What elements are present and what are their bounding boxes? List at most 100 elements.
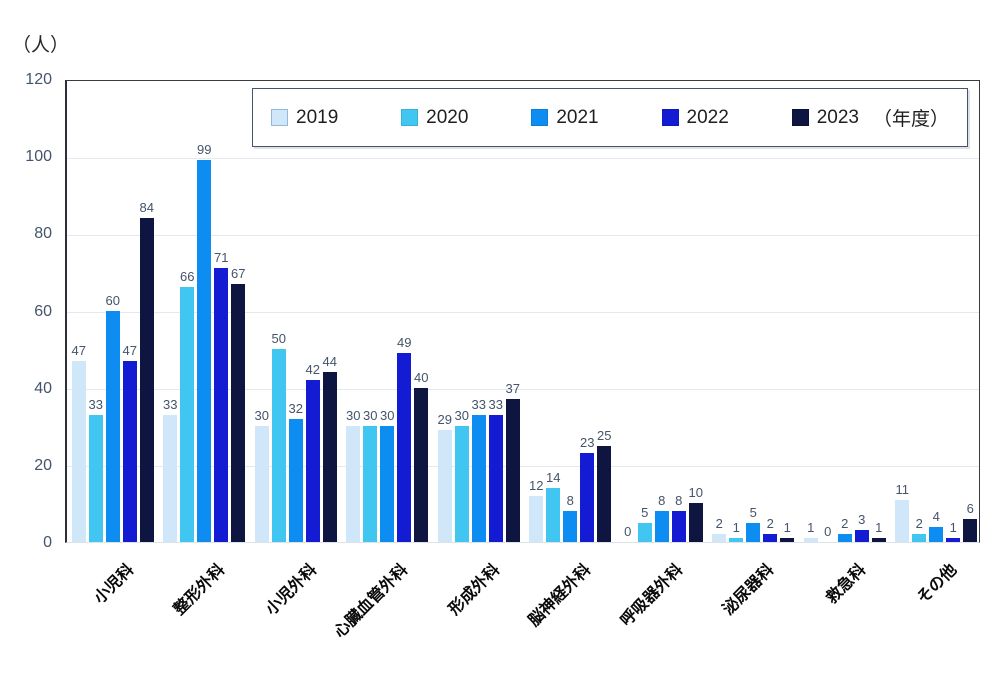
bar-2019-泌尿器科 — [712, 534, 727, 542]
data-label: 14 — [546, 469, 561, 485]
y-axis-ticks: 0 20 40 60 80 100 120 — [0, 71, 56, 551]
bar-2021-脳神経外科 — [563, 511, 578, 542]
bar-2022-小児外科 — [305, 379, 320, 542]
data-label: 25 — [597, 427, 612, 443]
bar-2023-その他 — [963, 518, 978, 542]
data-label: 6 — [966, 500, 974, 516]
bar-2023-呼吸器外科 — [688, 503, 703, 542]
bar-2022-小児科 — [122, 360, 137, 542]
bar-2023-形成外科 — [505, 399, 520, 542]
x-category-label: 形成外科 — [445, 561, 504, 619]
x-category-label: 心臓血管外科 — [331, 561, 412, 642]
legend-item-2021: 2021 — [531, 107, 599, 129]
bar-2021-小児外科 — [288, 418, 303, 542]
bar-2023-泌尿器科 — [780, 538, 795, 542]
legend-swatch-2022 — [661, 109, 679, 126]
data-label: 8 — [658, 493, 666, 509]
bar-2023-整形外科 — [231, 283, 246, 542]
legend-swatch-2020 — [401, 109, 419, 126]
data-label: 37 — [505, 381, 520, 397]
x-category-label: 泌尿器科 — [720, 561, 778, 619]
bar-2020-小児外科 — [271, 349, 286, 542]
data-label: 66 — [180, 269, 195, 285]
bar-2021-呼吸器外科 — [654, 511, 669, 542]
y-tick-label: 0 — [43, 534, 52, 551]
data-label: 42 — [305, 361, 320, 377]
data-label: 47 — [71, 342, 86, 358]
data-label: 50 — [271, 331, 286, 347]
legend-item-2020: 2020 — [401, 107, 468, 129]
data-label: 1 — [783, 520, 791, 536]
x-category-label: 小児外科 — [262, 561, 321, 619]
data-label: 33 — [471, 396, 486, 412]
bar-2019-小児科 — [71, 360, 86, 542]
data-label: 5 — [749, 504, 757, 520]
data-label: 30 — [380, 408, 395, 424]
bar-2019-脳神経外科 — [529, 495, 544, 542]
bar-2019-形成外科 — [437, 430, 452, 542]
data-label: 8 — [675, 493, 683, 509]
bar-2019-その他 — [895, 499, 910, 542]
legend-swatch-2021 — [531, 109, 549, 126]
gridline — [67, 312, 979, 313]
data-label: 12 — [529, 477, 544, 493]
y-axis-unit-label: （人） — [12, 35, 70, 56]
bar-2020-呼吸器外科 — [637, 522, 652, 542]
bar-2019-救急科 — [803, 538, 818, 542]
legend-swatch-2023 — [791, 109, 809, 126]
y-tick-label: 60 — [34, 302, 52, 320]
bar-2022-泌尿器科 — [763, 534, 778, 542]
legend-unit-suffix: （年度） — [872, 109, 949, 130]
data-label: 84 — [139, 199, 154, 215]
bar-2023-小児科 — [139, 217, 154, 542]
data-label: 49 — [397, 334, 412, 350]
bar-2022-呼吸器外科 — [671, 511, 686, 542]
data-label: 30 — [363, 408, 378, 424]
gridline — [67, 157, 979, 159]
legend-label-2023: 2023 — [816, 106, 859, 128]
x-axis-category-labels: 小児科 整形外科 小児外科 心臓血管外科 形成外科 脳神経外科 呼吸器外科 泌尿器科 救急科 その… — [65, 545, 980, 685]
data-label: 29 — [437, 412, 452, 428]
bar-2023-小児外科 — [322, 372, 337, 542]
y-tick-label: 100 — [25, 148, 52, 166]
bar-2019-小児外科 — [254, 426, 269, 542]
x-category-label: 救急科 — [823, 561, 870, 608]
data-label: 44 — [322, 354, 337, 370]
data-label: 30 — [254, 408, 269, 424]
data-label: 47 — [122, 342, 137, 358]
data-label: 0 — [624, 524, 632, 539]
x-category-label: その他 — [914, 561, 961, 608]
gridline — [67, 234, 979, 236]
data-label: 23 — [580, 435, 595, 451]
data-label: 1 — [732, 520, 740, 536]
data-label: 1 — [875, 520, 883, 536]
data-label: 4 — [932, 508, 940, 524]
bar-2021-泌尿器科 — [746, 522, 761, 542]
x-category-label: 小児科 — [91, 561, 138, 608]
legend-label-2022: 2022 — [686, 106, 729, 128]
data-label: 33 — [163, 396, 178, 412]
x-category-label: 呼吸器外科 — [617, 561, 687, 630]
x-category-label: 整形外科 — [171, 561, 229, 619]
y-tick-label: 80 — [34, 225, 52, 243]
bar-2020-形成外科 — [454, 426, 469, 542]
bar-2022-形成外科 — [488, 414, 503, 542]
data-label: 3 — [858, 512, 866, 528]
bar-2022-救急科 — [854, 530, 869, 542]
y-tick-label: 120 — [25, 71, 52, 88]
bar-2020-整形外科 — [180, 287, 195, 542]
legend-label-2019: 2019 — [296, 106, 339, 128]
bar-2020-脳神経外科 — [546, 487, 561, 542]
legend: 2019 2020 2021 2022 2023 （年度） — [252, 88, 968, 147]
bar-2020-泌尿器科 — [729, 538, 744, 542]
data-label: 30 — [346, 408, 361, 424]
data-label: 30 — [454, 408, 469, 424]
legend-label-2020: 2020 — [426, 106, 469, 128]
bar-2021-心臓血管外科 — [380, 426, 395, 542]
data-label: 2 — [766, 516, 774, 532]
data-label: 60 — [105, 292, 120, 308]
data-label: 67 — [231, 265, 246, 281]
data-label: 32 — [288, 400, 303, 416]
bar-2023-救急科 — [871, 538, 886, 542]
